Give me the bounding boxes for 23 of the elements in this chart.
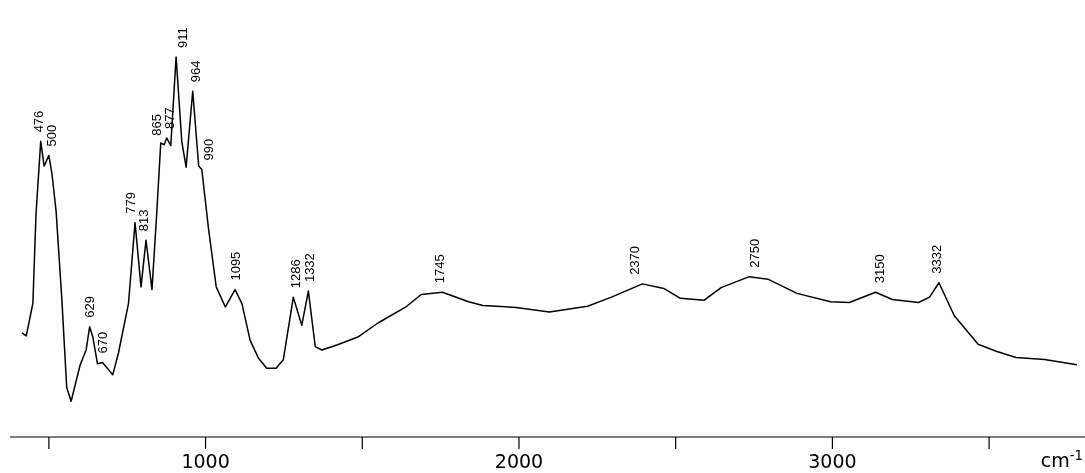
annotation: 964 xyxy=(188,60,204,83)
annotation: 1745 xyxy=(431,254,447,284)
x-axis-title: cm$^{-1}$ xyxy=(1040,447,1083,471)
annotation: 3332 xyxy=(928,244,944,274)
annotation: 2370 xyxy=(627,245,643,275)
x-tick-label: 3000 xyxy=(808,450,857,472)
annotation: 476 xyxy=(31,110,47,133)
annotation: 779 xyxy=(123,191,139,214)
annotation: 990 xyxy=(201,138,217,161)
annotation: 2750 xyxy=(746,238,762,268)
annotation: 813 xyxy=(136,209,152,232)
annotation: 3150 xyxy=(871,254,887,284)
annotation: 877 xyxy=(162,107,178,129)
x-tick-label: 2000 xyxy=(494,450,544,472)
annotation: 670 xyxy=(94,331,110,354)
annotation: 911 xyxy=(175,27,191,48)
annotation: 629 xyxy=(81,296,97,318)
annotation: 865 xyxy=(149,114,165,136)
x-tick-label: 1000 xyxy=(181,450,230,472)
annotation: 1286 xyxy=(287,259,303,289)
annotation: 1332 xyxy=(302,253,318,283)
annotation: 500 xyxy=(44,124,60,147)
annotation: 1095 xyxy=(227,251,243,281)
